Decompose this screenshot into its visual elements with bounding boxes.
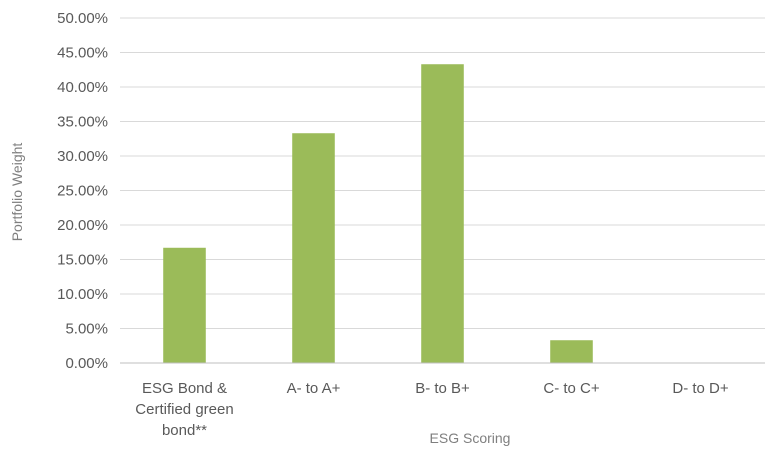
y-tick-label: 35.00%	[57, 114, 108, 131]
bar	[292, 133, 335, 363]
x-category-label: bond**	[162, 422, 207, 439]
x-category-label: D- to D+	[672, 380, 729, 397]
bar	[550, 340, 593, 363]
x-category-label: Certified green	[135, 401, 233, 418]
y-tick-label: 5.00%	[65, 321, 108, 338]
y-tick-label: 40.00%	[57, 79, 108, 96]
bar	[163, 247, 206, 363]
y-tick-label: 20.00%	[57, 217, 108, 234]
x-category-label: A- to A+	[287, 380, 341, 397]
y-tick-labels: 0.00% 5.00% 10.00% 15.00% 20.00% 25.00% 30.00%…	[57, 10, 108, 372]
y-tick-label: 10.00%	[57, 286, 108, 303]
y-tick-label: 45.00%	[57, 45, 108, 62]
bar	[421, 64, 464, 363]
x-category-label: B- to B+	[415, 380, 470, 397]
y-tick-label: 15.00%	[57, 252, 108, 269]
x-category-labels: ESG Bond & Certified green bond** A- to A+ B…	[135, 380, 729, 439]
y-tick-label: 30.00%	[57, 148, 108, 165]
y-tick-label: 50.00%	[57, 10, 108, 27]
y-tick-label: 0.00%	[65, 355, 108, 372]
bars	[163, 64, 593, 363]
x-axis-title: ESG Scoring	[430, 430, 511, 446]
x-category-label: ESG Bond &	[142, 380, 227, 397]
y-axis-title: Portfolio Weight	[9, 143, 25, 242]
y-tick-label: 25.00%	[57, 183, 108, 200]
x-category-label: C- to C+	[543, 380, 600, 397]
